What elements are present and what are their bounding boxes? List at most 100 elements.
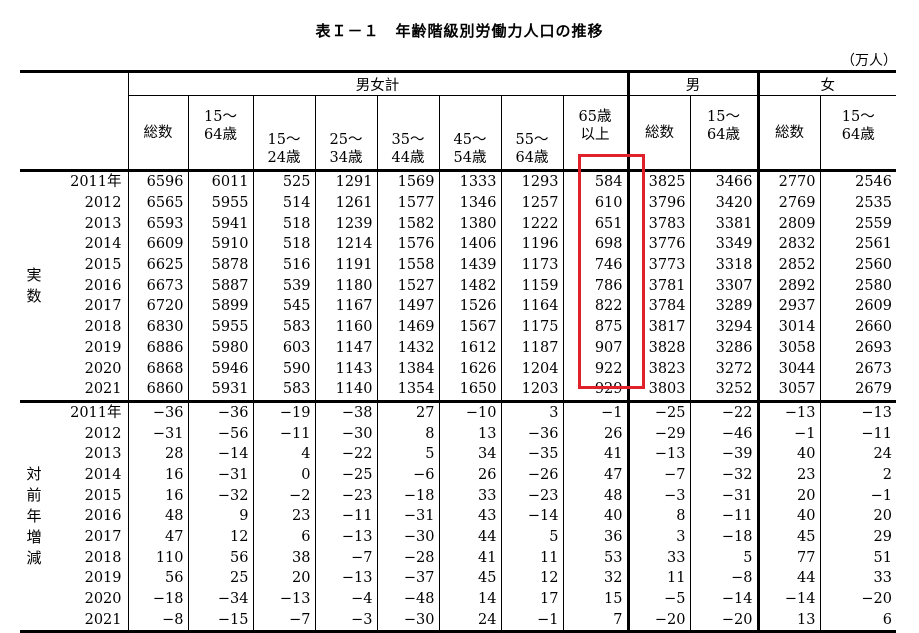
cell-35-44: 1569 [376, 170, 439, 193]
cell-55-64: 1175 [500, 316, 563, 338]
cell-15-64: 5946 [187, 358, 253, 379]
year-cell: 2018 [84, 319, 122, 336]
cell-65-plus: 53 [562, 547, 628, 569]
year-cell: 2021 [48, 609, 128, 633]
cell-35-44: 1527 [376, 275, 439, 297]
cell-male-total: 3796 [626, 192, 690, 214]
cell-female-total: 2937 [756, 296, 820, 317]
cell-55-64: 11 [500, 547, 563, 569]
cell-total: 6673 [127, 275, 188, 297]
cell-55-64: 17 [500, 588, 563, 610]
cell-15-24: 518 [252, 234, 315, 255]
table-row: 2013 28 −14 4 −22 5 34 −35 41 −13 −39 40 24 [20, 443, 896, 465]
table-row: 2019 56 25 20 −13 −37 45 12 32 11 −8 44 33 [20, 568, 896, 589]
cell-female-15-64: 2560 [819, 254, 896, 276]
cell-65-plus: 875 [562, 316, 628, 338]
col-header-35-44: 35～ 44歳 [376, 95, 439, 172]
cell-15-24: 583 [252, 316, 315, 338]
cell-65-plus: 41 [562, 443, 628, 465]
cell-55-64: −26 [500, 464, 563, 486]
year-cell: 2019 [84, 570, 122, 587]
cell-55-64: 1293 [500, 170, 563, 193]
year-cell: 2021 [48, 378, 128, 403]
cell-15-24: 6 [252, 526, 315, 548]
cell-female-total: 40 [756, 506, 820, 527]
cell-25-34: 1180 [314, 275, 377, 297]
cell-female-15-64: 6 [819, 609, 896, 633]
year-cell: 2018 [84, 549, 122, 566]
group-male-header: 男 [626, 70, 758, 96]
cell-total: 6886 [127, 337, 188, 359]
cell-15-24: 590 [252, 358, 315, 379]
cell-15-64: 5878 [187, 254, 253, 276]
cell-15-64: 5887 [187, 275, 253, 297]
cell-total: −36 [127, 401, 188, 424]
cell-female-total: 2769 [756, 192, 820, 214]
cell-45-54: 26 [438, 464, 501, 486]
col-header-female-15-64: 15～ 64歳 [819, 95, 896, 172]
col-header-65-plus: 65歳 以上 [562, 95, 628, 172]
cell-female-15-64: 2535 [819, 192, 896, 214]
cell-35-44: −48 [376, 588, 439, 610]
section-label-change: 対 前 年 増 減 [20, 401, 48, 633]
year-cell: 2015 [84, 257, 122, 274]
year-cell: 2013 [84, 446, 122, 463]
cell-25-34: 1191 [314, 254, 377, 276]
cell-65-plus: 929 [562, 378, 628, 403]
cell-total: 6868 [127, 358, 188, 379]
table-row: 2018 110 56 38 −7 −28 41 11 53 33 5 77 51 [20, 547, 896, 569]
cell-male-15-64: −18 [689, 526, 758, 548]
cell-15-64: −56 [187, 423, 253, 444]
cell-45-54: 1439 [438, 254, 501, 276]
cell-45-54: 43 [438, 506, 501, 527]
cell-15-24: 4 [252, 443, 315, 465]
year-cell: 2020 [84, 591, 122, 608]
cell-65-plus: 907 [562, 337, 628, 359]
cell-15-24: 23 [252, 506, 315, 527]
cell-25-34: 1167 [314, 296, 377, 317]
cell-55-64: 1173 [500, 254, 563, 276]
cell-female-15-64: 2559 [819, 213, 896, 235]
year-cell: 2013 [84, 215, 122, 232]
year-cell: 2011年 [70, 404, 122, 421]
cell-55-64: 1257 [500, 192, 563, 214]
cell-25-34: 1291 [314, 170, 377, 193]
cell-male-15-64: 3349 [689, 234, 758, 255]
table-row: 2017 6720 5899 545 1167 1497 1526 1164 822 3784 32… [20, 296, 896, 317]
cell-male-total: −7 [626, 464, 690, 486]
cell-55-64: 12 [500, 568, 563, 589]
year-cell: 2014 [84, 466, 122, 483]
cell-45-54: 1567 [438, 316, 501, 338]
table-row: 2020 6868 5946 590 1143 1384 1626 1204 922 3823 32… [20, 358, 896, 379]
cell-15-64: 5899 [187, 296, 253, 317]
cell-female-total: 77 [756, 547, 820, 569]
cell-male-15-64: 3307 [689, 275, 758, 297]
cell-total: 6625 [127, 254, 188, 276]
cell-male-15-64: 3420 [689, 192, 758, 214]
cell-45-54: 1612 [438, 337, 501, 359]
cell-35-44: −37 [376, 568, 439, 589]
cell-male-total: −20 [626, 609, 690, 633]
unit-label: （万人） [841, 53, 897, 69]
cell-male-15-64: −39 [689, 443, 758, 465]
cell-female-15-64: −1 [819, 485, 896, 506]
section-actual: 実 数 2011年 6596 6011 525 1291 1569 1333 1293 584 38… [20, 170, 896, 403]
cell-total: 48 [127, 506, 188, 527]
cell-35-44: 8 [376, 423, 439, 444]
cell-15-24: 20 [252, 568, 315, 589]
cell-15-64: −31 [187, 464, 253, 486]
column-header-row: 総数 15～ 64歳 15～ 24歳 25～ 34歳 35～ 44歳 45～ 54歳 55… [20, 95, 896, 172]
cell-15-64: −14 [187, 443, 253, 465]
cell-15-24: 539 [252, 275, 315, 297]
cell-total: 6596 [127, 170, 188, 193]
cell-65-plus: 26 [562, 423, 628, 444]
cell-65-plus: 822 [562, 296, 628, 317]
cell-25-34: 1214 [314, 234, 377, 255]
cell-female-15-64: 2679 [819, 378, 896, 403]
cell-male-total: 11 [626, 568, 690, 589]
cell-male-total: 8 [626, 506, 690, 527]
cell-65-plus: 746 [562, 254, 628, 276]
col-header-15-64: 15～ 64歳 [187, 95, 253, 172]
cell-55-64: 1196 [500, 234, 563, 255]
table-row: 2014 16 −31 0 −25 −6 26 −26 47 −7 −32 23 2 [20, 464, 896, 486]
